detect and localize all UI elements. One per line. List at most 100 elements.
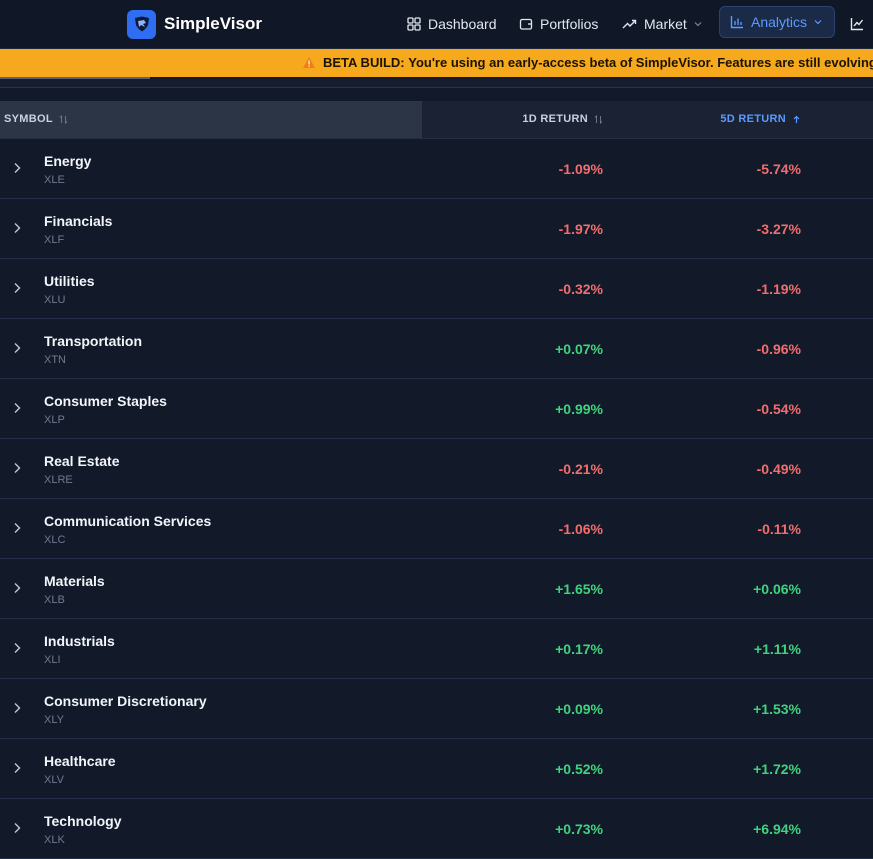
sector-ticker: XLY bbox=[44, 714, 64, 726]
nav-dashboard[interactable]: Dashboard bbox=[407, 8, 497, 40]
return-5d-value: -3.27% bbox=[756, 221, 801, 237]
column-header-symbol[interactable]: SYMBOL bbox=[4, 113, 68, 125]
column-header-5d-return[interactable]: 5D RETURN bbox=[720, 113, 801, 125]
return-5d-value: +1.53% bbox=[753, 701, 801, 717]
return-1d-value: -0.21% bbox=[558, 461, 603, 477]
top-nav: SimpleVisor Dashboard Portfolios Market … bbox=[0, 0, 873, 49]
grid-icon bbox=[407, 17, 421, 31]
chevron-right-icon[interactable] bbox=[12, 762, 22, 774]
column-header-1d-label: 1D RETURN bbox=[522, 113, 588, 125]
return-5d-value: -5.74% bbox=[756, 161, 801, 177]
chevron-right-icon[interactable] bbox=[12, 402, 22, 414]
sector-name: Consumer Staples bbox=[44, 393, 167, 409]
sector-ticker: XLB bbox=[44, 594, 65, 606]
sector-name: Healthcare bbox=[44, 753, 116, 769]
nav-portfolios[interactable]: Portfolios bbox=[519, 8, 598, 40]
return-5d-value: +6.94% bbox=[753, 821, 801, 837]
banner-prefix: BETA BUILD: bbox=[323, 55, 405, 70]
table-row[interactable]: Utilities XLU -0.32% -1.19% bbox=[0, 259, 873, 319]
app-name: SimpleVisor bbox=[164, 14, 262, 33]
chevron-right-icon[interactable] bbox=[12, 822, 22, 834]
sector-ticker: XTN bbox=[44, 354, 66, 366]
return-1d-value: -0.32% bbox=[558, 281, 603, 297]
table-row[interactable]: Transportation XTN +0.07% -0.96% bbox=[0, 319, 873, 379]
return-1d-value: +1.65% bbox=[555, 581, 603, 597]
column-header-5d-label: 5D RETURN bbox=[720, 113, 786, 125]
return-1d-value: +0.17% bbox=[555, 641, 603, 657]
nav-more[interactable] bbox=[850, 8, 871, 40]
nav-portfolios-label: Portfolios bbox=[540, 16, 599, 32]
sector-ticker: XLF bbox=[44, 234, 65, 246]
table-row[interactable]: Energy XLE -1.09% -5.74% bbox=[0, 139, 873, 199]
sector-ticker: XLK bbox=[44, 834, 65, 846]
chevron-right-icon[interactable] bbox=[12, 462, 22, 474]
sector-name: Real Estate bbox=[44, 453, 120, 469]
chevron-right-icon[interactable] bbox=[12, 642, 22, 654]
chevron-down-icon bbox=[814, 20, 822, 25]
nav-dashboard-label: Dashboard bbox=[428, 16, 497, 32]
sort-icon bbox=[59, 114, 68, 124]
return-1d-value: +0.09% bbox=[555, 701, 603, 717]
banner-progress bbox=[0, 77, 150, 79]
table-row[interactable]: Communication Services XLC -1.06% -0.11% bbox=[0, 499, 873, 559]
sector-ticker: XLRE bbox=[44, 474, 73, 486]
return-1d-value: +0.99% bbox=[555, 401, 603, 417]
return-5d-value: -1.19% bbox=[756, 281, 801, 297]
chevron-right-icon[interactable] bbox=[12, 342, 22, 354]
return-1d-value: -1.97% bbox=[558, 221, 603, 237]
return-5d-value: -0.49% bbox=[756, 461, 801, 477]
sector-name: Technology bbox=[44, 813, 122, 829]
table-row[interactable]: Healthcare XLV +0.52% +1.72% bbox=[0, 739, 873, 799]
sort-icon bbox=[594, 114, 603, 124]
return-1d-value: -1.06% bbox=[558, 521, 603, 537]
table-row[interactable]: Real Estate XLRE -0.21% -0.49% bbox=[0, 439, 873, 499]
return-1d-value: +0.07% bbox=[555, 341, 603, 357]
chevron-down-icon bbox=[694, 22, 702, 27]
chevron-right-icon[interactable] bbox=[12, 702, 22, 714]
banner-message: You're using an early-access beta of Sim… bbox=[408, 55, 873, 70]
line-chart-icon bbox=[850, 18, 864, 31]
spacer bbox=[0, 88, 873, 101]
return-5d-value: -0.96% bbox=[756, 341, 801, 357]
return-1d-value: -1.09% bbox=[558, 161, 603, 177]
brand[interactable]: SimpleVisor bbox=[127, 9, 262, 39]
chevron-right-icon[interactable] bbox=[12, 282, 22, 294]
sector-ticker: XLP bbox=[44, 414, 65, 426]
nav-market[interactable]: Market bbox=[622, 8, 709, 40]
sector-name: Utilities bbox=[44, 273, 95, 289]
table-row[interactable]: Consumer Staples XLP +0.99% -0.54% bbox=[0, 379, 873, 439]
chevron-right-icon[interactable] bbox=[12, 222, 22, 234]
table-row[interactable]: Technology XLK +0.73% +6.94% bbox=[0, 799, 873, 859]
warning-icon bbox=[303, 57, 315, 68]
sector-name: Communication Services bbox=[44, 513, 212, 529]
sort-ascending-icon bbox=[793, 115, 800, 123]
wallet-icon bbox=[519, 18, 533, 30]
sector-name: Financials bbox=[44, 213, 113, 229]
toolbar-strip bbox=[0, 79, 873, 88]
sector-ticker: XLE bbox=[44, 174, 65, 186]
table-row[interactable]: Materials XLB +1.65% +0.06% bbox=[0, 559, 873, 619]
column-header-1d-return[interactable]: 1D RETURN bbox=[522, 113, 603, 125]
sector-name: Materials bbox=[44, 573, 105, 589]
sector-name: Industrials bbox=[44, 633, 115, 649]
shield-logo-icon bbox=[127, 9, 156, 39]
return-5d-value: +1.72% bbox=[753, 761, 801, 777]
return-1d-value: +0.73% bbox=[555, 821, 603, 837]
table-row[interactable]: Industrials XLI +0.17% +1.11% bbox=[0, 619, 873, 679]
table-header: SYMBOL 1D RETURN 5D RETURN bbox=[0, 101, 873, 139]
trend-up-icon bbox=[622, 19, 637, 29]
table-row[interactable]: Financials XLF -1.97% -3.27% bbox=[0, 199, 873, 259]
return-5d-value: -0.54% bbox=[756, 401, 801, 417]
nav-analytics[interactable]: Analytics bbox=[719, 6, 835, 38]
return-5d-value: +1.11% bbox=[753, 641, 801, 657]
sector-name: Transportation bbox=[44, 333, 143, 349]
bar-chart-icon bbox=[730, 16, 743, 29]
table-row[interactable]: Consumer Discretionary XLY +0.09% +1.53% bbox=[0, 679, 873, 739]
chevron-right-icon[interactable] bbox=[12, 162, 22, 174]
sector-ticker: XLI bbox=[44, 654, 61, 666]
sector-ticker: XLC bbox=[44, 534, 66, 546]
symbol-header-cell[interactable] bbox=[0, 101, 422, 138]
chevron-right-icon[interactable] bbox=[12, 582, 22, 594]
chevron-right-icon[interactable] bbox=[12, 522, 22, 534]
table-body: Energy XLE -1.09% -5.74% Financials XLF … bbox=[0, 139, 873, 859]
